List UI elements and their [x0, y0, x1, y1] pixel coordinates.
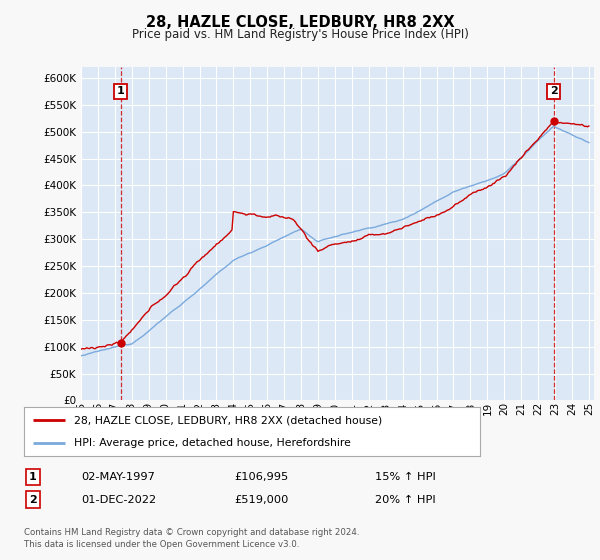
Text: 02-MAY-1997: 02-MAY-1997	[81, 472, 155, 482]
Text: 20% ↑ HPI: 20% ↑ HPI	[375, 494, 436, 505]
Text: 28, HAZLE CLOSE, LEDBURY, HR8 2XX (detached house): 28, HAZLE CLOSE, LEDBURY, HR8 2XX (detac…	[74, 416, 382, 426]
Text: 15% ↑ HPI: 15% ↑ HPI	[375, 472, 436, 482]
Text: 1: 1	[116, 86, 124, 96]
Text: Contains HM Land Registry data © Crown copyright and database right 2024.
This d: Contains HM Land Registry data © Crown c…	[24, 528, 359, 549]
Text: HPI: Average price, detached house, Herefordshire: HPI: Average price, detached house, Here…	[74, 438, 351, 448]
Text: 2: 2	[29, 494, 37, 505]
Text: £519,000: £519,000	[234, 494, 289, 505]
Text: 01-DEC-2022: 01-DEC-2022	[81, 494, 156, 505]
Text: Price paid vs. HM Land Registry's House Price Index (HPI): Price paid vs. HM Land Registry's House …	[131, 28, 469, 41]
Text: 2: 2	[550, 86, 557, 96]
Text: 1: 1	[29, 472, 37, 482]
Text: 28, HAZLE CLOSE, LEDBURY, HR8 2XX: 28, HAZLE CLOSE, LEDBURY, HR8 2XX	[146, 15, 454, 30]
Text: £106,995: £106,995	[234, 472, 288, 482]
